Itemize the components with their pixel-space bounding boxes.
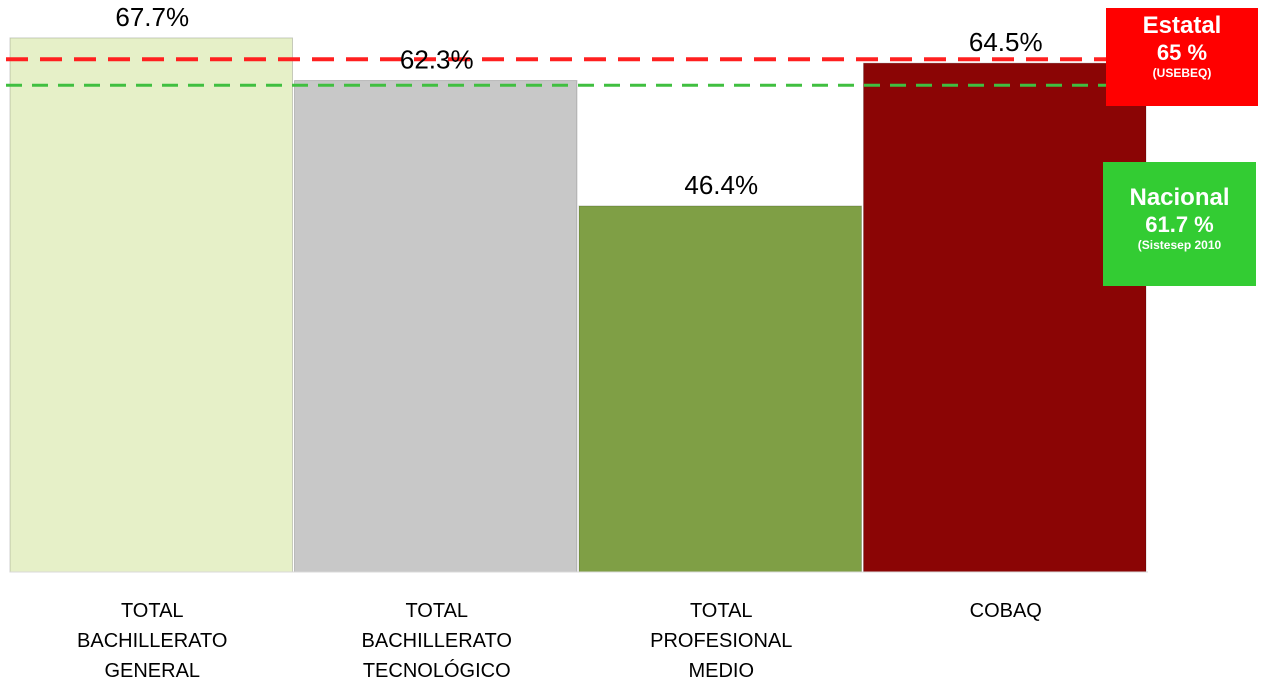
bar-1 [294, 80, 578, 573]
data-label-0: 67.7% [115, 2, 189, 32]
category-label-1-line-2: TECNOLÓGICO [362, 660, 511, 682]
category-label-0: TOTAL BACHILLERATO GENERAL [32, 596, 272, 686]
data-labels-group: 67.7% 62.3% 46.4% 64.5% [115, 2, 1042, 200]
bar-3 [863, 62, 1147, 573]
nacional-source: (Sistesep 2010 [1137, 238, 1222, 252]
estatal-value: 65 % [1156, 40, 1208, 65]
category-label-2: TOTAL PROFESIONAL MEDIO [601, 596, 841, 686]
bars-group [9, 37, 1147, 573]
nacional-name: Nacional [1129, 184, 1230, 211]
estatal-reference-box: Estatal 65 % (USEBEQ) [1106, 8, 1258, 106]
category-label-0-line-2: GENERAL [104, 660, 201, 682]
nacional-reference-box: Nacional 61.7 % (Sistesep 2010 [1103, 162, 1256, 286]
category-label-3: COBAQ [886, 596, 1126, 626]
category-label-2-line-1: PROFESIONAL [650, 630, 793, 652]
category-label-2-line-0: TOTAL [689, 600, 753, 622]
category-label-2-line-2: MEDIO [688, 660, 755, 682]
data-label-3: 64.5% [969, 27, 1043, 57]
estatal-name: Estatal [1142, 12, 1222, 39]
estatal-source: (USEBEQ) [1152, 66, 1212, 80]
nacional-value: 61.7 % [1145, 212, 1214, 237]
data-label-2: 46.4% [684, 170, 758, 200]
category-label-0-line-1: BACHILLERATO [77, 630, 228, 652]
category-label-1: TOTAL BACHILLERATO TECNOLÓGICO [317, 596, 557, 686]
bar-0 [9, 37, 293, 573]
category-label-1-line-0: TOTAL [405, 600, 469, 622]
category-label-3-line-0: COBAQ [969, 600, 1042, 622]
data-label-1: 62.3% [400, 45, 474, 75]
reference-lines-group [6, 57, 1106, 87]
bar-2 [578, 205, 862, 573]
category-label-0-line-0: TOTAL [120, 600, 184, 622]
category-label-1-line-1: BACHILLERATO [361, 630, 512, 652]
